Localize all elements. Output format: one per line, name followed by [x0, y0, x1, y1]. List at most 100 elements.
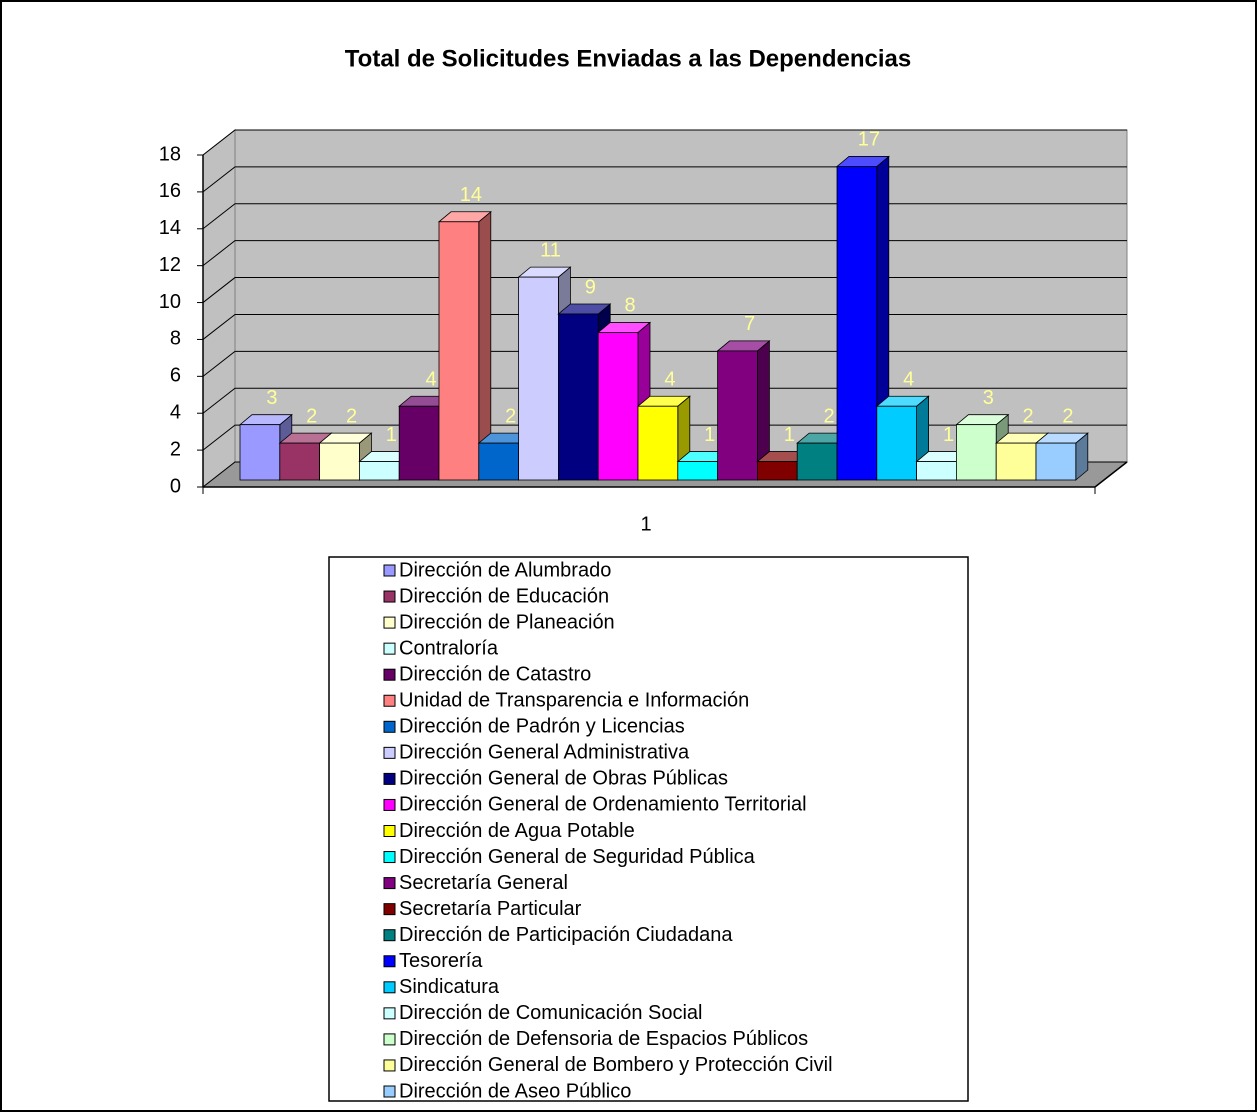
legend-label: Dirección General Administrativa: [399, 742, 690, 764]
bar: [478, 442, 519, 481]
grid-line: [202, 240, 1127, 267]
legend-swatch: [383, 981, 396, 994]
legend-swatch: [383, 1085, 396, 1098]
bar: [558, 313, 599, 481]
legend-label: Dirección de Agua Potable: [399, 820, 635, 842]
y-tick-label: 2: [170, 438, 181, 460]
y-tick-label: 0: [170, 475, 181, 497]
y-tick-label: 16: [159, 180, 181, 202]
data-label: 3: [266, 387, 277, 409]
bar: [757, 461, 798, 481]
legend-label: Dirección de Educación: [399, 585, 609, 607]
grid-line: [202, 203, 1127, 230]
legend-swatch: [383, 825, 396, 837]
x-tick-label: 1: [640, 513, 651, 535]
legend-swatch: [383, 616, 396, 629]
grid-line: [202, 350, 1127, 377]
y-tick-label: 18: [159, 143, 181, 165]
legend-label: Dirección de Defensoria de Espacios Públ…: [399, 1028, 808, 1050]
grid-line: [202, 313, 1127, 340]
legend-label: Dirección General de Bombero y Protecció…: [399, 1054, 833, 1076]
chart-title: Total de Solicitudes Enviadas a las Depe…: [345, 45, 911, 72]
data-label: 2: [306, 405, 317, 427]
legend-swatch: [383, 1033, 396, 1046]
data-label: 4: [903, 369, 914, 391]
legend-swatch: [383, 877, 396, 890]
data-label: 8: [625, 295, 636, 317]
legend-label: Unidad de Transparencia e Información: [399, 690, 749, 712]
legend-swatch: [383, 746, 396, 759]
bar: [876, 405, 917, 481]
bar: [796, 442, 838, 481]
legend-swatch: [383, 955, 396, 968]
bar: [995, 442, 1037, 481]
legend-swatch: [383, 590, 396, 603]
data-label: 2: [1023, 405, 1034, 427]
legend-label: Dirección de Alumbrado: [399, 559, 611, 581]
legend-swatch: [383, 694, 396, 707]
grid-line: [202, 166, 1127, 193]
legend-swatch: [383, 851, 396, 864]
bar: [279, 442, 320, 481]
y-tick-label: 8: [170, 328, 181, 350]
bar: [956, 424, 997, 481]
legend-swatch: [383, 564, 396, 577]
legend-swatch: [383, 642, 396, 655]
data-label: 2: [505, 405, 516, 427]
data-label: 1: [704, 424, 715, 446]
legend-swatch: [383, 668, 396, 681]
bar: [518, 276, 559, 481]
bar: [239, 424, 281, 481]
bar: [637, 405, 679, 481]
legend-swatch: [383, 1059, 396, 1072]
data-label: 7: [744, 313, 755, 335]
bar: [1035, 442, 1077, 481]
bar: [398, 405, 440, 481]
legend-swatch: [383, 1007, 396, 1020]
legend-label: Dirección General de Obras Públicas: [399, 768, 728, 790]
grid-line: [202, 129, 1127, 156]
legend-swatch: [383, 903, 396, 916]
y-tick-label: 14: [159, 217, 181, 239]
data-label: 17: [858, 129, 880, 151]
legend-swatch: [383, 798, 396, 811]
data-label: 11: [540, 239, 561, 261]
data-label: 1: [386, 424, 397, 446]
bar: [319, 442, 360, 481]
bar: [836, 166, 878, 481]
data-label: 2: [346, 405, 357, 427]
bar: [717, 350, 758, 481]
grid-line: [202, 424, 1127, 451]
grid-line: [202, 277, 1127, 303]
legend-label: Sindicatura: [399, 976, 500, 998]
legend-label: Contraloría: [399, 637, 499, 659]
data-label: 3: [983, 387, 994, 409]
data-label: 14: [460, 184, 482, 206]
legend-label: Dirección General de Ordenamiento Territ…: [399, 794, 807, 816]
data-label: 2: [824, 405, 835, 427]
y-tick-label: 4: [170, 402, 181, 424]
legend-label: Dirección de Aseo Público: [399, 1080, 631, 1102]
data-label: 4: [664, 369, 675, 391]
y-tick-label: 12: [159, 254, 181, 276]
legend: [328, 556, 969, 1102]
legend-swatch: [383, 772, 396, 785]
legend-label: Dirección de Catastro: [399, 663, 591, 685]
legend-label: Dirección de Padrón y Licencias: [399, 716, 685, 738]
legend-label: Tesorería: [399, 950, 483, 972]
bar: [916, 461, 957, 481]
legend-swatch: [383, 720, 396, 733]
legend-label: Secretaría General: [399, 872, 568, 894]
data-label: 9: [585, 276, 596, 298]
data-label: 1: [784, 424, 795, 446]
bar: [677, 461, 718, 481]
bar: [438, 221, 480, 481]
side-wall: [202, 128, 236, 489]
legend-swatch: [383, 929, 396, 942]
legend-label: Dirección de Participación Ciudadana: [399, 924, 733, 946]
y-tick-label: 6: [170, 365, 181, 387]
data-label: 4: [426, 369, 437, 391]
legend-label: Secretaría Particular: [399, 898, 582, 920]
y-tick-label: 10: [159, 291, 181, 313]
